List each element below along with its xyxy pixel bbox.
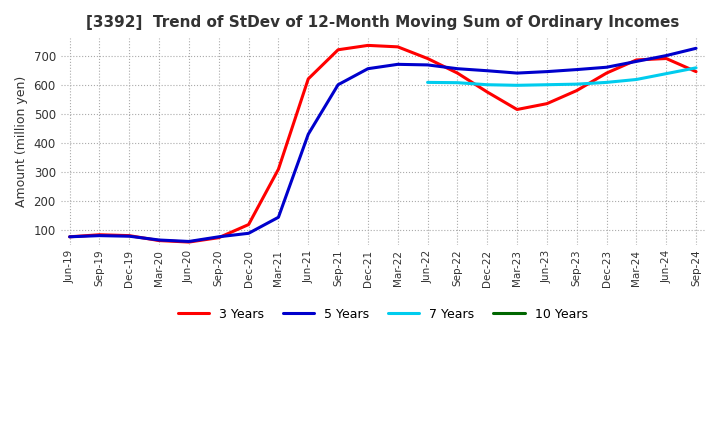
3 Years [125, 233, 134, 238]
7 Years [692, 65, 701, 70]
3 Years [95, 232, 104, 238]
5 Years [572, 67, 581, 72]
Y-axis label: Amount (million yen): Amount (million yen) [15, 76, 28, 207]
5 Years [513, 70, 521, 76]
3 Years [244, 222, 253, 227]
5 Years [184, 239, 193, 244]
7 Years [543, 82, 552, 88]
Line: 3 Years: 3 Years [70, 45, 696, 242]
3 Years [184, 239, 193, 245]
5 Years [66, 234, 74, 239]
3 Years [632, 57, 641, 62]
5 Years [543, 69, 552, 74]
3 Years [602, 70, 611, 76]
5 Years [602, 65, 611, 70]
5 Years [155, 237, 163, 242]
3 Years [543, 101, 552, 106]
3 Years [334, 47, 343, 52]
3 Years [662, 56, 670, 61]
7 Years [602, 80, 611, 85]
5 Years [364, 66, 372, 71]
7 Years [483, 82, 492, 88]
7 Years [423, 80, 432, 85]
Title: [3392]  Trend of StDev of 12-Month Moving Sum of Ordinary Incomes: [3392] Trend of StDev of 12-Month Moving… [86, 15, 680, 30]
3 Years [572, 88, 581, 93]
5 Years [304, 132, 312, 137]
3 Years [423, 56, 432, 61]
7 Years [453, 80, 462, 85]
3 Years [692, 69, 701, 74]
5 Years [692, 46, 701, 51]
5 Years [393, 62, 402, 67]
3 Years [393, 44, 402, 49]
5 Years [215, 234, 223, 239]
5 Years [95, 233, 104, 238]
7 Years [632, 77, 641, 82]
5 Years [125, 234, 134, 239]
3 Years [304, 76, 312, 81]
3 Years [155, 238, 163, 243]
Legend: 3 Years, 5 Years, 7 Years, 10 Years: 3 Years, 5 Years, 7 Years, 10 Years [173, 303, 593, 326]
3 Years [513, 107, 521, 112]
3 Years [364, 43, 372, 48]
3 Years [453, 70, 462, 76]
7 Years [513, 83, 521, 88]
5 Years [423, 62, 432, 68]
7 Years [662, 71, 670, 76]
5 Years [483, 68, 492, 73]
3 Years [483, 89, 492, 95]
3 Years [274, 167, 283, 172]
7 Years [572, 81, 581, 87]
5 Years [632, 59, 641, 64]
5 Years [662, 53, 670, 58]
5 Years [244, 231, 253, 236]
Line: 5 Years: 5 Years [70, 48, 696, 242]
5 Years [334, 82, 343, 88]
3 Years [66, 234, 74, 239]
5 Years [453, 66, 462, 71]
5 Years [274, 215, 283, 220]
3 Years [215, 235, 223, 240]
Line: 7 Years: 7 Years [428, 68, 696, 85]
